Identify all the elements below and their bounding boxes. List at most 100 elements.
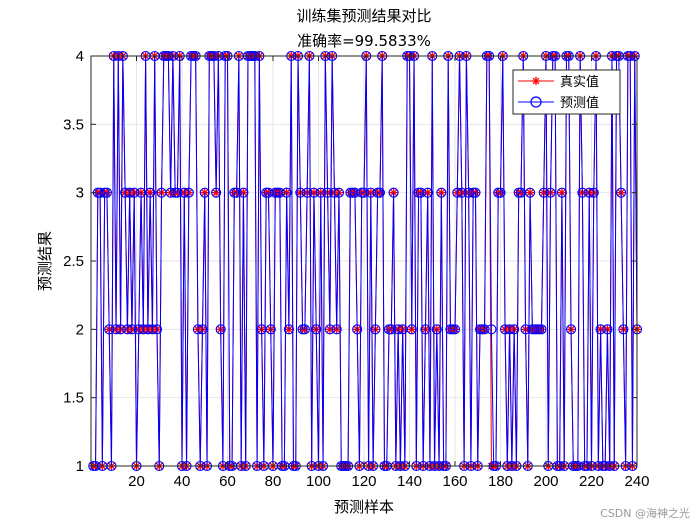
pred-point <box>588 187 599 198</box>
pred-point <box>211 187 222 198</box>
x-tick-label: 220 <box>579 473 604 490</box>
y-tick-label: 1 <box>76 458 84 475</box>
x-tick-label: 120 <box>351 473 376 490</box>
pred-point <box>538 187 549 198</box>
y-tick-label: 4 <box>76 48 84 65</box>
x-tick-label: 20 <box>128 473 145 490</box>
pred-point <box>215 324 226 335</box>
pred-point <box>104 324 115 335</box>
pred-point <box>504 324 515 335</box>
x-tick-label: 60 <box>219 473 236 490</box>
pred-point <box>333 187 345 198</box>
legend: 真实值 预测值 <box>512 69 621 115</box>
pred-point <box>374 187 385 198</box>
pred-point <box>509 324 520 335</box>
pred-point <box>470 187 481 198</box>
pred-point <box>536 324 547 335</box>
x-tick-label: 80 <box>265 473 282 490</box>
x-axis-label: 预测样本 <box>334 498 394 516</box>
pred-point <box>556 187 567 198</box>
pred-point <box>406 324 417 335</box>
pred-point <box>370 324 381 335</box>
pred-point <box>124 187 135 198</box>
pred-point <box>295 187 306 198</box>
pred-point <box>274 187 285 198</box>
legend-circle-icon <box>530 96 542 108</box>
pred-point <box>315 187 326 198</box>
pred-point <box>324 324 335 335</box>
chart-subtitle: 准确率=99.5833% <box>297 32 431 50</box>
x-tick-label: 240 <box>624 473 649 490</box>
chart-title: 训练集预测结果对比 <box>296 7 431 25</box>
pred-point <box>479 324 490 335</box>
pred-point <box>422 187 433 198</box>
y-tick-label: 2.5 <box>63 253 84 270</box>
watermark: CSDN @海神之光 <box>600 507 690 520</box>
pred-point <box>311 324 322 335</box>
y-tick-label: 2 <box>76 321 84 338</box>
pred-point <box>238 187 249 198</box>
x-tick-label: 100 <box>306 473 331 490</box>
pred-point <box>179 187 190 198</box>
asterisk-stroke <box>532 77 540 85</box>
pred-point <box>436 187 447 198</box>
pred-point <box>525 187 536 198</box>
pred-point <box>618 324 629 335</box>
pred-point <box>565 324 577 335</box>
legend-asterisk-icon <box>531 76 541 86</box>
pred-point <box>122 324 133 335</box>
pred-point <box>165 187 176 198</box>
series-pred-line <box>93 55 638 467</box>
pred-point <box>322 187 333 198</box>
axis-ticks: 20 40 60 80 100 120 140 160 180 200 220 240 1 1.5 2 2.5… <box>63 48 649 490</box>
pred-point <box>420 324 431 335</box>
pred-point <box>545 187 556 198</box>
x-tick-label: 180 <box>488 473 513 490</box>
pred-point <box>595 324 606 335</box>
pred-point <box>302 187 313 198</box>
pred-point <box>197 324 208 335</box>
pred-point <box>147 324 158 335</box>
y-tick-label: 3 <box>76 185 84 202</box>
pred-point <box>577 187 588 198</box>
pred-point <box>602 324 613 335</box>
pred-point <box>231 187 242 198</box>
pred-point <box>358 187 370 198</box>
pred-point <box>281 187 292 198</box>
pred-point <box>616 187 627 198</box>
pred-point <box>308 187 320 198</box>
pred-point <box>183 187 194 198</box>
x-tick-label: 200 <box>533 473 558 490</box>
pred-point <box>486 324 497 335</box>
legend-label-true: 真实值 <box>560 74 599 90</box>
pred-point <box>386 324 397 335</box>
pred-point <box>393 324 404 335</box>
pred-point <box>172 187 183 198</box>
y-tick-label: 1.5 <box>63 390 84 407</box>
pred-point <box>126 324 137 335</box>
x-tick-label: 160 <box>442 473 467 490</box>
pred-point <box>199 187 210 198</box>
x-tick-label: 40 <box>174 473 191 490</box>
pred-point <box>415 187 426 198</box>
pred-point <box>299 324 310 335</box>
legend-asterisk <box>531 76 541 86</box>
pred-point <box>495 187 506 198</box>
pred-point <box>431 324 442 335</box>
pred-point <box>463 187 474 198</box>
pred-point <box>584 187 595 198</box>
pred-point <box>388 187 399 198</box>
pred-point <box>115 324 126 335</box>
pred-point <box>452 187 463 198</box>
pred-point <box>456 187 467 198</box>
y-tick-label: 3.5 <box>63 116 84 133</box>
y-axis-label: 预测结果 <box>36 231 54 291</box>
pred-point <box>331 324 342 335</box>
pred-point <box>151 324 163 335</box>
pred-point <box>352 324 363 335</box>
pred-point <box>449 324 461 335</box>
pred-point <box>129 187 140 198</box>
pred-point <box>192 324 203 335</box>
pred-point <box>329 187 340 198</box>
